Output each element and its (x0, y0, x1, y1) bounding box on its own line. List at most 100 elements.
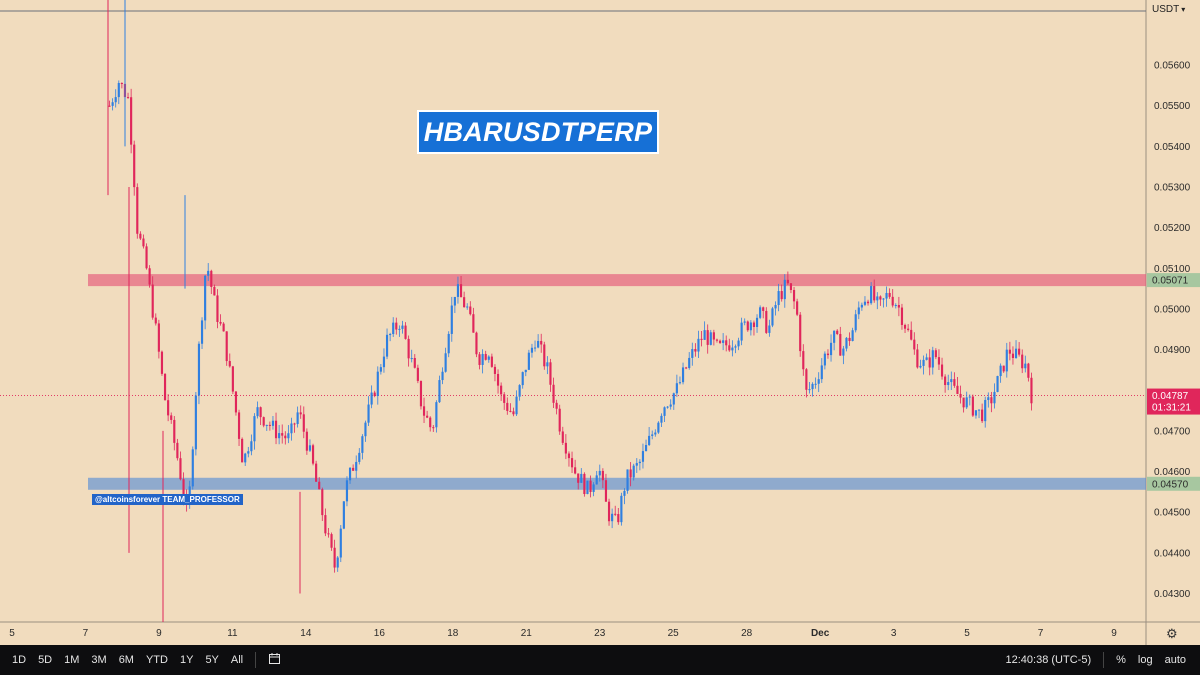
candle-body (213, 286, 216, 296)
range-1m[interactable]: 1M (64, 654, 80, 666)
candle-body (324, 515, 327, 534)
candle-body (826, 353, 830, 356)
candle-body (114, 97, 117, 103)
y-tick-label: 0.04900 (1154, 345, 1191, 356)
clock-timezone[interactable]: 12:40:38 (UTC-5) (1005, 654, 1092, 666)
candle-body (774, 305, 777, 309)
range-5d[interactable]: 5D (38, 654, 53, 666)
candle-body (117, 82, 120, 98)
goto-date-icon[interactable] (262, 652, 287, 668)
candle-body (237, 412, 241, 439)
candle-body (271, 420, 275, 426)
candle-body (783, 279, 786, 300)
candle-body (937, 357, 941, 365)
candle-body (126, 97, 130, 99)
candle-body (173, 419, 176, 443)
x-tick-label: 11 (227, 628, 238, 639)
candle-body (422, 406, 426, 416)
candle-body (426, 415, 429, 418)
candle-body (611, 513, 614, 522)
range-5y[interactable]: 5Y (205, 654, 219, 666)
x-tick-label: 28 (741, 628, 753, 639)
candle-body (287, 433, 290, 439)
range-3m[interactable]: 3M (91, 654, 107, 666)
candle-body (755, 317, 759, 327)
candle-body (327, 533, 330, 535)
candle-body (962, 397, 965, 408)
candle-body (638, 461, 641, 464)
y-tick-label: 0.05300 (1154, 183, 1191, 194)
candle-body (907, 328, 910, 330)
candle-body (629, 469, 632, 478)
bottom-right-group: 12:40:38 (UTC-5) % log auto (1000, 652, 1200, 668)
log-toggle[interactable]: log (1137, 654, 1153, 666)
candle-body (953, 379, 956, 386)
candle-body (490, 356, 493, 367)
range-all[interactable]: All (230, 654, 244, 666)
candle-body (290, 423, 293, 434)
candle-body (999, 365, 1002, 377)
range-6m[interactable]: 6M (118, 654, 134, 666)
candle-body (965, 397, 968, 408)
candle-body (743, 321, 746, 323)
candle-body (765, 310, 768, 333)
candle-body (247, 451, 250, 454)
candle-body (228, 361, 231, 367)
candle-body (771, 308, 774, 326)
candle-body (296, 412, 299, 425)
candle-body (789, 283, 793, 290)
candle-body (382, 356, 386, 368)
candle-body (808, 389, 811, 391)
x-tick-label: 5 (9, 628, 15, 639)
candle-body (463, 297, 466, 308)
symbol-title: HBARUSDTPERP (423, 116, 653, 147)
currency-selector[interactable]: USDT ▾ (1152, 4, 1185, 15)
candle-body (130, 97, 133, 145)
candle-body (706, 330, 709, 345)
candle-body (241, 438, 244, 463)
candle-body (759, 307, 762, 318)
candle-body (231, 366, 234, 392)
toolbar-divider (1103, 652, 1105, 668)
candle-body (786, 279, 789, 284)
candle-body (163, 373, 167, 401)
candle-body (407, 338, 410, 359)
candle-body (722, 340, 725, 343)
range-1y[interactable]: 1Y (179, 654, 194, 666)
candle-body (416, 367, 419, 381)
x-tick-label: 3 (891, 628, 897, 639)
percent-toggle[interactable]: % (1116, 654, 1126, 666)
candle-body (731, 347, 734, 351)
candle-body (512, 411, 515, 415)
candle-body (697, 338, 700, 352)
auto-toggle[interactable]: auto (1164, 654, 1186, 666)
candle-body (315, 463, 318, 482)
candle-body (148, 268, 151, 285)
candle-body (635, 463, 638, 466)
candle-body (681, 367, 685, 383)
candle-body (866, 301, 870, 304)
price-chart[interactable]: 0.05600 0.05500 0.05400 0.05300 0.05200 0.051… (0, 0, 1200, 645)
range-ytd[interactable]: YTD (145, 654, 168, 666)
candle-body (438, 380, 441, 403)
settings-gear-icon[interactable]: ⚙ (1166, 626, 1178, 641)
candle-body (179, 458, 182, 480)
candle-body (974, 410, 978, 416)
candle-body (700, 338, 703, 340)
candle-body (506, 402, 509, 411)
range-1d[interactable]: 1D (12, 654, 27, 666)
candle-body (450, 305, 453, 334)
candle-body (435, 402, 438, 428)
candle-body (577, 473, 580, 483)
candle-body (870, 286, 873, 304)
candle-body (475, 332, 478, 355)
candle-body (598, 470, 601, 476)
candle-body (688, 357, 691, 368)
candle-body (925, 357, 928, 360)
candle-body (1014, 348, 1018, 359)
candle-body (768, 325, 771, 333)
candle-body (182, 479, 185, 498)
candle-body (330, 534, 333, 548)
candle-body (802, 351, 805, 370)
candle-body (959, 393, 962, 398)
